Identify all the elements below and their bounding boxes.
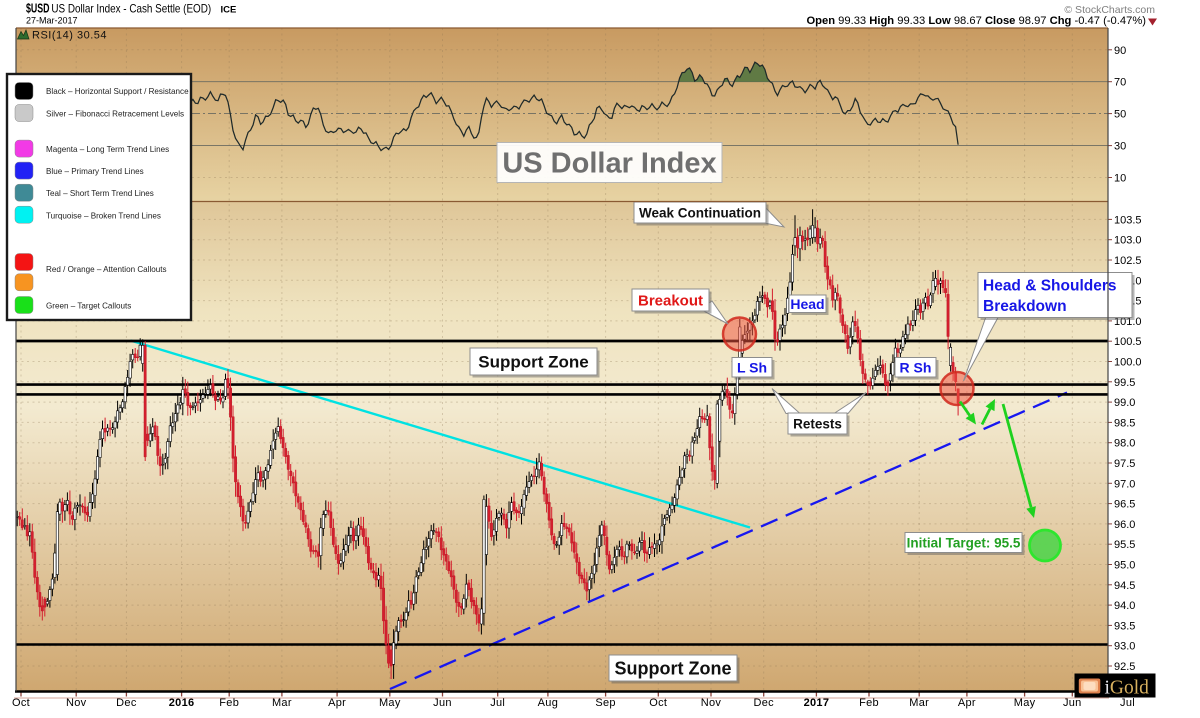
- svg-text:30: 30: [1114, 141, 1126, 153]
- svg-text:100.0: 100.0: [1114, 357, 1142, 369]
- svg-text:98.5: 98.5: [1114, 417, 1135, 429]
- svg-text:Silver – Fibonacci Retracement: Silver – Fibonacci Retracement Levels: [46, 110, 184, 119]
- svg-text:Jun: Jun: [433, 697, 452, 709]
- svg-text:Breakout: Breakout: [638, 292, 703, 309]
- svg-text:Feb: Feb: [219, 697, 239, 709]
- svg-text:Green – Target Callouts: Green – Target Callouts: [46, 302, 131, 311]
- svg-text:100.5: 100.5: [1114, 336, 1142, 348]
- svg-text:99.0: 99.0: [1114, 397, 1135, 409]
- svg-text:2016: 2016: [169, 697, 195, 709]
- svg-text:Oct: Oct: [12, 697, 30, 709]
- svg-text:Support Zone: Support Zone: [478, 353, 588, 372]
- svg-text:90: 90: [1114, 45, 1126, 57]
- svg-text:© StockCharts.com: © StockCharts.com: [1064, 4, 1155, 16]
- svg-text:US Dollar Index - Cash Settle: US Dollar Index - Cash Settle (EOD): [51, 3, 211, 16]
- svg-text:May: May: [379, 697, 401, 709]
- svg-text:Apr: Apr: [958, 697, 976, 709]
- svg-text:93.0: 93.0: [1114, 641, 1135, 653]
- svg-text:Nov: Nov: [701, 697, 722, 709]
- svg-text:Open 99.33 High 99.33 Low 98: Open 99.33 High 99.33 Low 98.67 Close 98…: [806, 15, 1146, 27]
- svg-text:50: 50: [1114, 109, 1126, 121]
- svg-text:Aug: Aug: [538, 697, 558, 709]
- svg-text:Mar: Mar: [272, 697, 292, 709]
- svg-text:Red / Orange – Attention Callo: Red / Orange – Attention Callouts: [46, 265, 167, 274]
- svg-text:10: 10: [1114, 173, 1126, 185]
- svg-text:Jul: Jul: [1120, 697, 1135, 709]
- svg-text:92.5: 92.5: [1114, 661, 1135, 673]
- svg-text:$USD: $USD: [26, 2, 50, 16]
- svg-text:Dec: Dec: [753, 697, 774, 709]
- svg-text:96.5: 96.5: [1114, 499, 1135, 511]
- svg-text:96.0: 96.0: [1114, 519, 1135, 531]
- svg-text:Support Zone: Support Zone: [615, 659, 732, 679]
- svg-text:Mar: Mar: [909, 697, 929, 709]
- svg-text:95.5: 95.5: [1114, 539, 1135, 551]
- svg-text:Sep: Sep: [595, 697, 615, 709]
- svg-text:US Dollar Index: US Dollar Index: [502, 148, 716, 180]
- svg-text:Turquoise – Broken Trend Lines: Turquoise – Broken Trend Lines: [46, 212, 161, 221]
- svg-text:Blue – Primary Trend Lines: Blue – Primary Trend Lines: [46, 167, 144, 176]
- svg-text:Breakdown: Breakdown: [983, 298, 1067, 315]
- svg-text:102.5: 102.5: [1114, 255, 1142, 267]
- svg-text:Head: Head: [790, 296, 824, 312]
- svg-text:70: 70: [1114, 77, 1126, 89]
- svg-text:97.0: 97.0: [1114, 478, 1135, 490]
- svg-text:Weak Continuation: Weak Continuation: [639, 205, 761, 220]
- svg-text:Magenta – Long Term Trend Line: Magenta – Long Term Trend Lines: [46, 145, 169, 154]
- svg-text:Black – Horizontal Support / R: Black – Horizontal Support / Resistance: [46, 87, 189, 96]
- svg-text:94.5: 94.5: [1114, 580, 1135, 592]
- svg-text:iGold: iGold: [1105, 678, 1150, 699]
- svg-text:Head & Shoulders: Head & Shoulders: [983, 277, 1117, 294]
- svg-text:103.0: 103.0: [1114, 235, 1142, 247]
- svg-text:103.5: 103.5: [1114, 214, 1142, 226]
- svg-text:ICE: ICE: [221, 5, 237, 16]
- svg-text:Initial Target: 95.5: Initial Target: 95.5: [907, 535, 1021, 550]
- svg-text:97.5: 97.5: [1114, 458, 1135, 470]
- svg-text:101.0: 101.0: [1114, 316, 1142, 328]
- svg-text:R Sh: R Sh: [900, 359, 932, 375]
- svg-text:Retests: Retests: [793, 416, 842, 431]
- svg-text:95.0: 95.0: [1114, 560, 1135, 572]
- svg-text:27-Mar-2017: 27-Mar-2017: [26, 16, 78, 26]
- svg-text:RSI(14) 30.54: RSI(14) 30.54: [32, 30, 107, 42]
- svg-text:Teal – Short Term Trend Lines: Teal – Short Term Trend Lines: [46, 189, 154, 198]
- svg-text:Feb: Feb: [859, 697, 879, 709]
- svg-text:Jun: Jun: [1063, 697, 1082, 709]
- svg-text:Oct: Oct: [649, 697, 667, 709]
- svg-text:Jul: Jul: [490, 697, 505, 709]
- svg-text:Nov: Nov: [66, 697, 87, 709]
- svg-text:May: May: [1014, 697, 1036, 709]
- svg-text:Dec: Dec: [116, 697, 137, 709]
- svg-text:99.5: 99.5: [1114, 377, 1135, 389]
- svg-text:98.0: 98.0: [1114, 438, 1135, 450]
- svg-text:L Sh: L Sh: [737, 359, 767, 375]
- svg-text:2017: 2017: [804, 697, 830, 709]
- svg-text:93.5: 93.5: [1114, 620, 1135, 632]
- svg-text:94.0: 94.0: [1114, 600, 1135, 612]
- svg-text:Apr: Apr: [328, 697, 346, 709]
